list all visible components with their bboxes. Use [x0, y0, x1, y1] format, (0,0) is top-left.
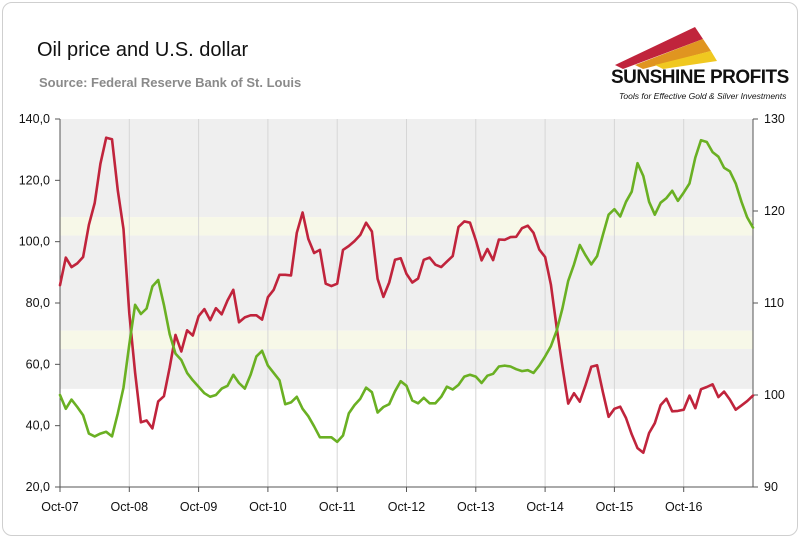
chart-source: Source: Federal Reserve Bank of St. Loui…	[39, 75, 302, 90]
sunshine-profits-logo-icon	[615, 27, 717, 69]
y-left-tick-label: 140,0	[19, 112, 50, 126]
x-tick-label: Oct-11	[319, 500, 356, 514]
x-tick-label: Oct-16	[665, 500, 703, 514]
x-tick-label: Oct-13	[457, 500, 495, 514]
chart-svg: Oct-07 Oct-08 Oct-09 Oct-10 Oct-11 Oct-12 Oct-…	[19, 112, 785, 514]
y-right-tick-label: 100	[764, 388, 785, 402]
x-tick-label: Oct-12	[388, 500, 426, 514]
y-left-tick-label: 80,0	[26, 296, 50, 310]
oil-price-line	[58, 136, 755, 455]
y-left-tick-label: 100,0	[19, 235, 50, 249]
y-right-tick-label: 130	[764, 112, 785, 126]
y-left-tick-label: 40,0	[26, 419, 50, 433]
y-right-tick-label: 120	[764, 204, 785, 218]
y-right-tick-label: 110	[764, 296, 784, 310]
x-tick-label: Oct-09	[180, 500, 218, 514]
x-tick-label: Oct-10	[249, 500, 287, 514]
y-left-tick-label: 120,0	[19, 173, 50, 187]
y-left-tick-label: 60,0	[26, 357, 50, 371]
x-tick-label: Oct-15	[596, 500, 634, 514]
brand-tagline: Tools for Effective Gold & Silver Invest…	[619, 91, 787, 101]
chart-title: Oil price and U.S. dollar	[37, 39, 249, 61]
us-dollar-line	[58, 138, 755, 444]
x-tick-label: Oct-08	[111, 500, 149, 514]
x-tick-label: Oct-07	[41, 500, 79, 514]
x-tick-label: Oct-14	[526, 500, 564, 514]
y-right-tick-label: 90	[764, 480, 778, 494]
y-left-tick-label: 20,0	[26, 480, 50, 494]
brand-name: SUNSHINE PROFITS	[611, 67, 789, 88]
